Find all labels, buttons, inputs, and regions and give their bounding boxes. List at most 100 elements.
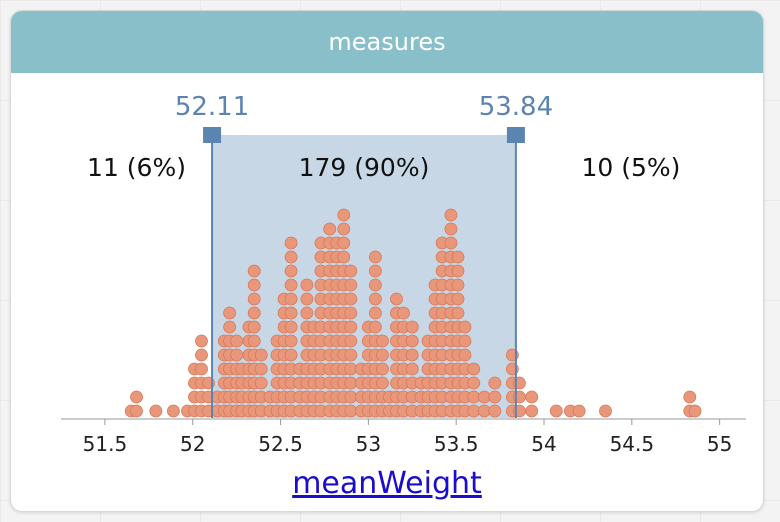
data-dot[interactable] bbox=[230, 348, 244, 362]
data-dot[interactable] bbox=[284, 320, 298, 334]
data-dot[interactable] bbox=[284, 236, 298, 250]
data-dot[interactable] bbox=[300, 306, 314, 320]
data-dot[interactable] bbox=[247, 292, 261, 306]
data-dot[interactable] bbox=[247, 264, 261, 278]
data-dot[interactable] bbox=[368, 306, 382, 320]
data-dot[interactable] bbox=[405, 334, 419, 348]
data-dot[interactable] bbox=[451, 292, 465, 306]
data-dot[interactable] bbox=[323, 222, 337, 236]
data-dot[interactable] bbox=[549, 404, 563, 418]
data-dot[interactable] bbox=[344, 348, 358, 362]
data-dot[interactable] bbox=[130, 390, 143, 404]
data-dot[interactable] bbox=[390, 292, 403, 306]
data-dot[interactable] bbox=[525, 404, 539, 418]
data-dot[interactable] bbox=[223, 306, 237, 320]
x-tick-label: 54 bbox=[531, 432, 556, 456]
data-dot[interactable] bbox=[368, 278, 382, 292]
data-dot[interactable] bbox=[195, 334, 208, 348]
dot-plot[interactable]: 52.11 53.84 11 (6%) 179 (90%) 10 (5%) 51… bbox=[11, 11, 763, 511]
data-dot[interactable] bbox=[376, 348, 389, 362]
data-dot[interactable] bbox=[405, 362, 419, 376]
data-dot[interactable] bbox=[284, 348, 298, 362]
right-region-count: 10 (5%) bbox=[581, 153, 680, 182]
data-dot[interactable] bbox=[376, 362, 389, 376]
data-dot[interactable] bbox=[368, 250, 382, 264]
data-dot[interactable] bbox=[344, 320, 358, 334]
data-dot[interactable] bbox=[488, 404, 502, 418]
data-dot[interactable] bbox=[195, 362, 208, 376]
data-dot[interactable] bbox=[247, 306, 261, 320]
card-title-bar[interactable]: measures bbox=[11, 11, 763, 73]
data-dot[interactable] bbox=[300, 278, 314, 292]
data-dot[interactable] bbox=[284, 278, 298, 292]
data-dot[interactable] bbox=[284, 334, 298, 348]
data-dot[interactable] bbox=[337, 250, 351, 264]
data-dot[interactable] bbox=[344, 264, 358, 278]
data-dot[interactable] bbox=[451, 250, 465, 264]
data-dot[interactable] bbox=[444, 208, 458, 222]
data-dot[interactable] bbox=[247, 334, 261, 348]
data-dot[interactable] bbox=[467, 362, 481, 376]
data-dot[interactable] bbox=[337, 208, 351, 222]
x-tick-label: 53.5 bbox=[434, 432, 479, 456]
data-dot[interactable] bbox=[254, 376, 268, 390]
data-dot[interactable] bbox=[368, 264, 382, 278]
x-tick-label: 51.5 bbox=[83, 432, 128, 456]
data-dot[interactable] bbox=[300, 292, 314, 306]
data-dot[interactable] bbox=[344, 278, 358, 292]
data-dot[interactable] bbox=[344, 306, 358, 320]
data-dot[interactable] bbox=[247, 320, 261, 334]
data-dot[interactable] bbox=[344, 292, 358, 306]
data-dot[interactable] bbox=[149, 404, 163, 418]
data-dot[interactable] bbox=[397, 306, 410, 320]
data-dot[interactable] bbox=[458, 334, 472, 348]
data-dot[interactable] bbox=[284, 292, 298, 306]
data-dot[interactable] bbox=[337, 222, 351, 236]
data-dot[interactable] bbox=[376, 376, 389, 390]
middle-region-count: 179 (90%) bbox=[299, 153, 430, 182]
data-dot[interactable] bbox=[599, 404, 612, 418]
data-dot[interactable] bbox=[376, 334, 389, 348]
data-dot[interactable] bbox=[368, 292, 382, 306]
data-dot[interactable] bbox=[284, 250, 298, 264]
data-dot[interactable] bbox=[444, 222, 458, 236]
data-dot[interactable] bbox=[344, 334, 358, 348]
data-dot[interactable] bbox=[405, 320, 419, 334]
x-tick-label: 52.5 bbox=[258, 432, 303, 456]
data-dot[interactable] bbox=[368, 320, 382, 334]
data-dot[interactable] bbox=[488, 390, 502, 404]
data-dot[interactable] bbox=[451, 278, 465, 292]
data-dot[interactable] bbox=[405, 348, 419, 362]
upper-bracket-value: 53.84 bbox=[479, 92, 553, 122]
data-dot[interactable] bbox=[223, 320, 237, 334]
data-dot[interactable] bbox=[688, 404, 702, 418]
data-dot[interactable] bbox=[254, 348, 268, 362]
lower-bracket-value: 52.11 bbox=[175, 92, 249, 122]
data-dot[interactable] bbox=[451, 306, 465, 320]
upper-bracket-handle[interactable] bbox=[506, 127, 525, 143]
data-dot[interactable] bbox=[337, 236, 351, 250]
x-axis-attribute-link[interactable]: meanWeight bbox=[292, 466, 482, 501]
data-dot[interactable] bbox=[458, 320, 472, 334]
data-dot[interactable] bbox=[467, 376, 481, 390]
data-dot[interactable] bbox=[284, 306, 298, 320]
data-dot[interactable] bbox=[525, 390, 539, 404]
data-dot[interactable] bbox=[488, 376, 502, 390]
data-dot[interactable] bbox=[247, 278, 261, 292]
data-dot[interactable] bbox=[195, 348, 208, 362]
data-dot[interactable] bbox=[458, 348, 472, 362]
x-tick-label: 55 bbox=[707, 432, 732, 456]
card-title: measures bbox=[328, 28, 446, 56]
left-region-count: 11 (6%) bbox=[87, 153, 186, 182]
lower-bracket-handle[interactable] bbox=[203, 127, 222, 143]
data-dot[interactable] bbox=[130, 404, 143, 418]
data-dot[interactable] bbox=[284, 264, 298, 278]
x-tick-label: 54.5 bbox=[610, 432, 655, 456]
data-dot[interactable] bbox=[254, 362, 268, 376]
data-dot[interactable] bbox=[230, 334, 244, 348]
data-dot[interactable] bbox=[167, 404, 180, 418]
data-dot[interactable] bbox=[683, 390, 697, 404]
data-dot[interactable] bbox=[451, 264, 465, 278]
data-dot[interactable] bbox=[444, 236, 458, 250]
data-dot[interactable] bbox=[572, 404, 586, 418]
